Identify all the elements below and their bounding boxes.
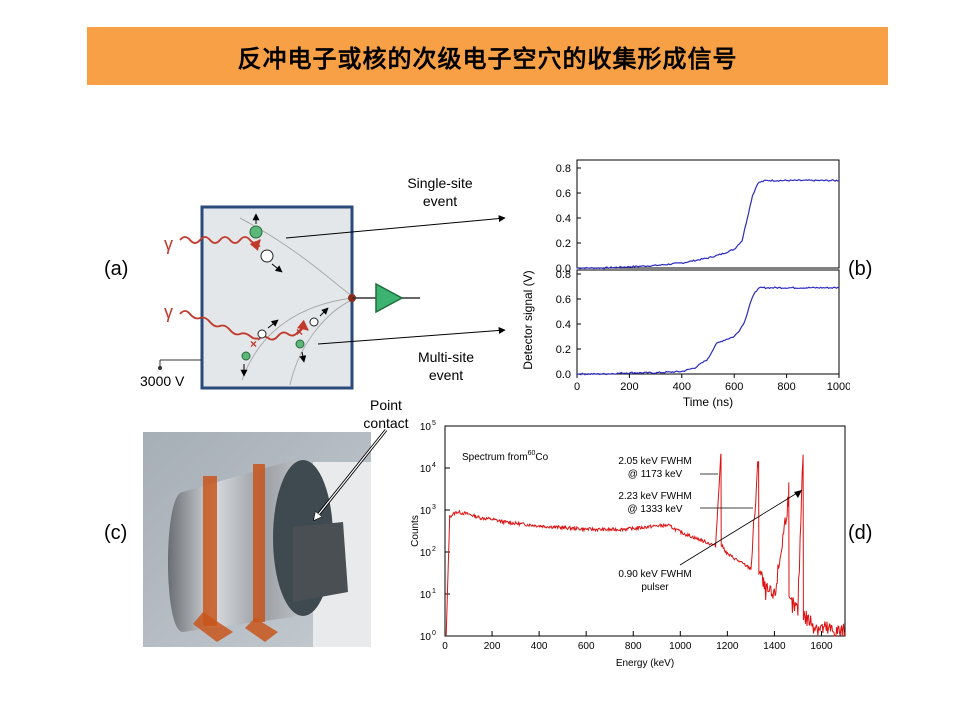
- x-tick-label: 600: [725, 381, 743, 393]
- interaction-cross: ×: [250, 337, 257, 351]
- plot-frame-d: [444, 425, 846, 637]
- single-site-label-2: event: [423, 193, 457, 209]
- y-tick-label-top: 0.6: [556, 188, 571, 200]
- y-tick-label-bottom: 0.4: [556, 319, 571, 331]
- x-tick-label: 200: [620, 381, 638, 393]
- spectrum-title: Spectrum from60Co: [462, 450, 549, 463]
- y-tick-label-d: 10: [420, 506, 432, 517]
- y-tick-label-d: 10: [420, 422, 432, 433]
- chart-b: 0.0 0.2 0.4 0.6 0.8 0.0 0.2 0.4 0.6 0.8 0 200 400 6…: [521, 159, 850, 409]
- field-line: [289, 299, 353, 386]
- annotation-1333-line2: @ 1333 keV: [627, 504, 683, 515]
- gamma-ray-2: [179, 310, 259, 340]
- multi-site-label-2: event: [429, 367, 463, 383]
- annotation-pulser-pointer: [679, 489, 803, 566]
- multi-site-label-1: Multi-site: [418, 349, 474, 365]
- x-tick-label-d: 1400: [763, 641, 786, 652]
- point-contact-arrow-svg: [312, 429, 388, 538]
- y-tick-exp-d: 0: [432, 630, 436, 637]
- x-tick-label: 0: [574, 381, 580, 393]
- single-site-label-1: Single-site: [407, 175, 473, 191]
- spectrum-line: [445, 453, 846, 637]
- panel-label-b: (b): [848, 258, 873, 280]
- y-tick-label-top: 0.0: [556, 263, 571, 275]
- field-line: [241, 297, 353, 381]
- x-tick-label-d: 1600: [810, 641, 833, 652]
- y-tick-exp-d: 2: [432, 546, 436, 553]
- x-tick-label-d: 0: [442, 641, 448, 652]
- x-tick-label-d: 1200: [716, 641, 739, 652]
- interaction-cross: ×: [254, 237, 261, 251]
- x-tick-label: 1000: [827, 381, 850, 393]
- series-line-bottom: [576, 286, 840, 376]
- voltage-label: 3000 V: [140, 373, 185, 389]
- series-line-top: [576, 179, 840, 270]
- x-tick-label-d: 400: [531, 641, 548, 652]
- y-tick-exp-d: 1: [432, 588, 436, 595]
- gamma-ray-2b: [257, 319, 309, 341]
- y-tick-label-d: 10: [420, 548, 432, 559]
- panel-label-d: (d): [848, 522, 873, 544]
- y-tick-exp-d: 3: [432, 504, 436, 511]
- title-banner: 反冲电子或核的次级电子空穴的收集形成信号: [87, 27, 888, 85]
- gamma-symbol: γ: [164, 234, 173, 254]
- y-tick-label-bottom: 0.0: [556, 369, 571, 381]
- y-tick-exp-d: 4: [432, 462, 436, 469]
- annotation-1333-line1: 2.23 keV FWHM: [618, 491, 691, 502]
- y-axis-label: Detector signal (V): [521, 270, 535, 369]
- annotation-pulser-line2: pulser: [641, 582, 669, 593]
- y-tick-label-d: 10: [420, 632, 432, 643]
- x-tick-label: 800: [777, 381, 795, 393]
- annotation-pulser-line1: 0.90 keV FWHM: [618, 569, 691, 580]
- x-tick-label-d: 1000: [669, 641, 692, 652]
- gamma-ray-1: [179, 236, 261, 251]
- single-site-arrow: [285, 215, 506, 239]
- x-axis-label: Time (ns): [683, 395, 733, 409]
- y-tick-label-bottom: 0.8: [556, 269, 571, 281]
- y-tick-label-d: 10: [420, 464, 432, 475]
- panel-label-c: (c): [104, 522, 128, 544]
- electron-charge: [257, 329, 267, 339]
- y-tick-label-d: 10: [420, 590, 432, 601]
- amplifier-icon: [375, 282, 404, 314]
- slide-title: 反冲电子或核的次级电子空穴的收集形成信号: [237, 44, 738, 73]
- plot-frame-top: [576, 159, 840, 269]
- point-contact-label-1: Point: [370, 397, 402, 413]
- x-tick-label-d: 800: [625, 641, 642, 652]
- gamma-symbol: γ: [164, 302, 173, 322]
- y-tick-label-top: 0.8: [556, 163, 571, 175]
- y-tick-label-bottom: 0.6: [556, 294, 571, 306]
- y-tick-label-top: 0.2: [556, 238, 571, 250]
- point-contact-label-2: contact: [363, 415, 408, 431]
- x-tick-label: 400: [673, 381, 691, 393]
- annotation-1173-line1: 2.05 keV FWHM: [618, 456, 691, 467]
- annotation-1173-line2: @ 1173 keV: [628, 469, 683, 480]
- x-axis-label-d: Energy (keV): [616, 658, 674, 669]
- y-tick-label-bottom: 0.2: [556, 344, 571, 356]
- y-tick-label-top: 0.4: [556, 213, 571, 225]
- electron-charge: [260, 249, 274, 263]
- point-contact-arrow: [314, 429, 387, 520]
- hole-charge: [249, 225, 263, 239]
- x-tick-label-d: 200: [484, 641, 501, 652]
- interaction-cross: ×: [296, 325, 303, 339]
- hole-charge: [241, 351, 251, 361]
- detector-photo: [143, 432, 371, 647]
- multi-site-arrow: [317, 326, 506, 345]
- panel-label-a: (a): [104, 258, 129, 280]
- hole-charge: [295, 339, 305, 349]
- plot-frame-bottom: [576, 269, 840, 375]
- x-tick-label-d: 600: [578, 641, 595, 652]
- electron-charge: [309, 317, 319, 327]
- y-tick-exp-d: 5: [432, 420, 436, 427]
- y-axis-label-d: Counts: [410, 515, 421, 547]
